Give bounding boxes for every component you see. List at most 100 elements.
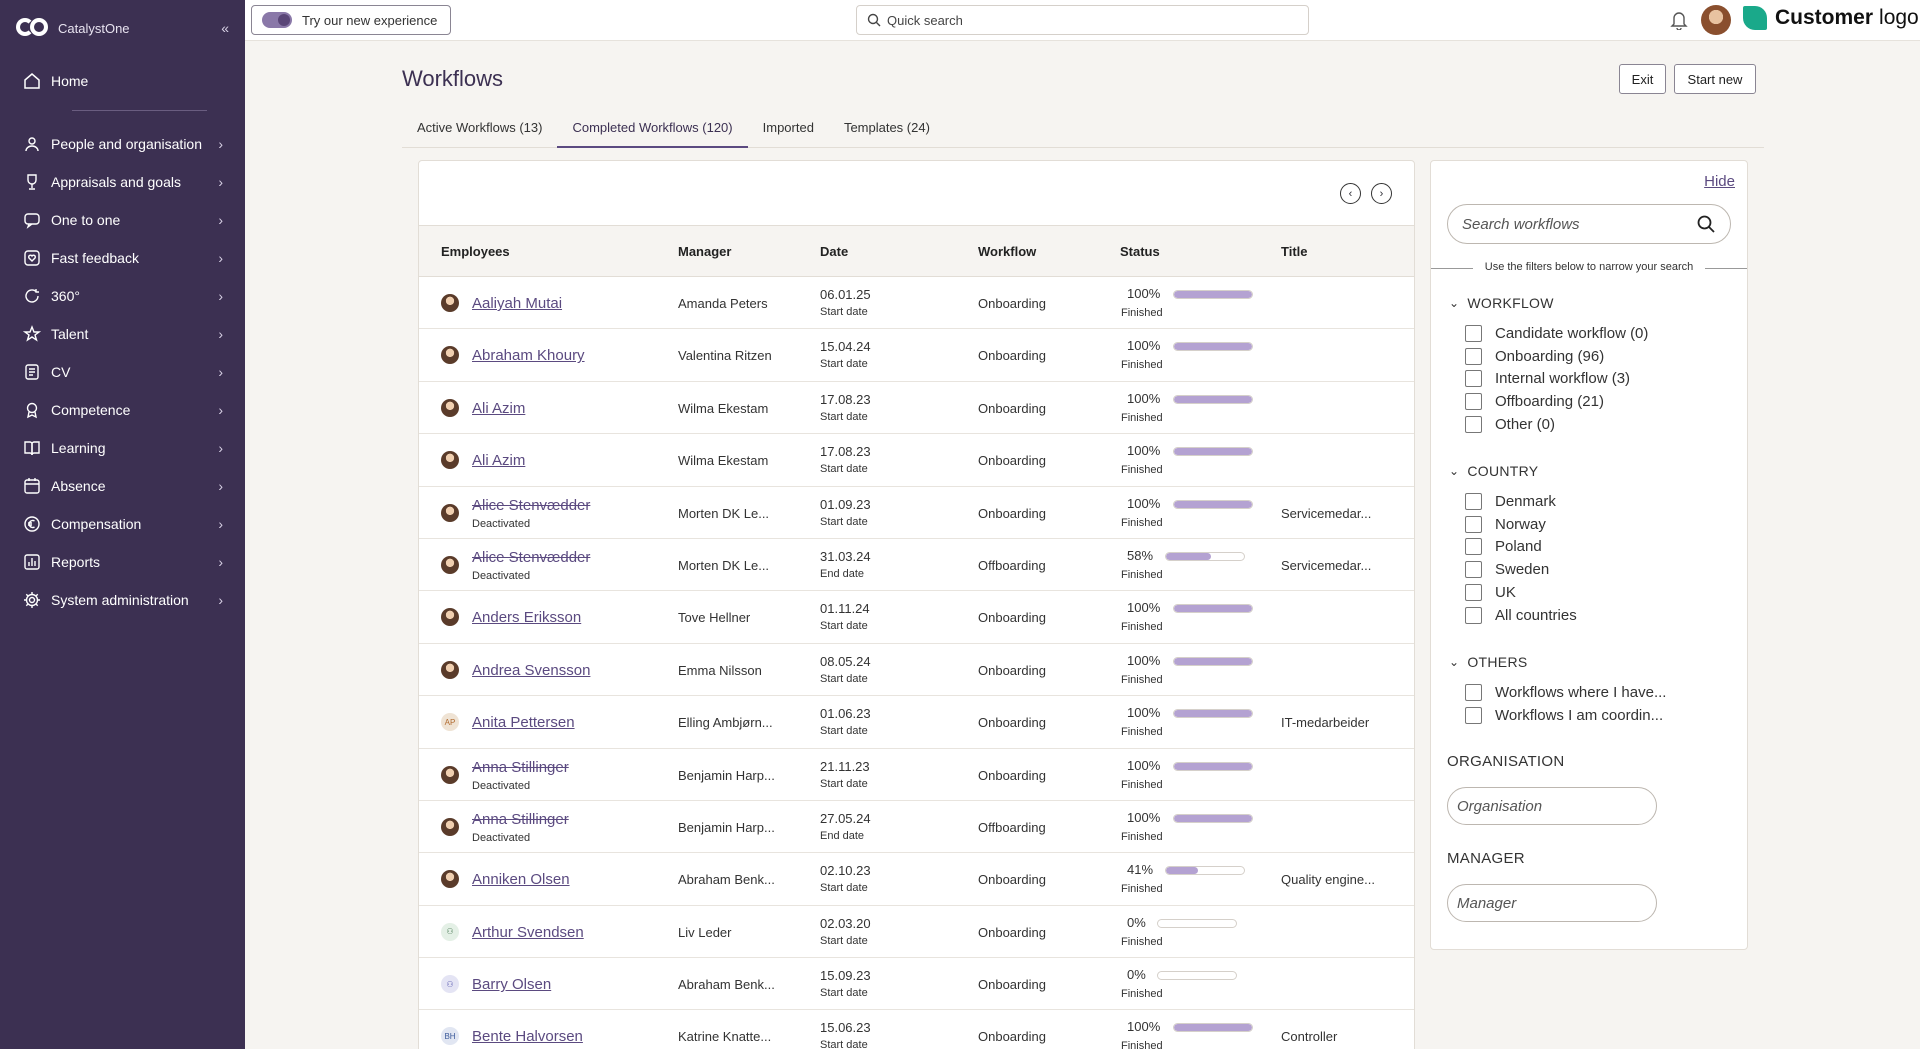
progress-bar bbox=[1173, 447, 1253, 457]
start-new-button[interactable]: Start new bbox=[1674, 64, 1756, 94]
sidebar-item-appraisals-and-goals[interactable]: Appraisals and goals › bbox=[0, 163, 245, 201]
workflow-type: Onboarding bbox=[978, 715, 1046, 731]
workflow-filter-heading[interactable]: ⌄ WORKFLOW bbox=[1449, 295, 1554, 311]
column-header-status[interactable]: Status bbox=[1120, 244, 1160, 259]
filter-option-other-0[interactable]: Other (0) bbox=[1465, 415, 1556, 433]
filter-option-denmark[interactable]: Denmark bbox=[1465, 493, 1556, 510]
others-filter-heading[interactable]: ⌄ OTHERS bbox=[1449, 654, 1528, 670]
filter-option-workflows-i-am-coordin[interactable]: Workflows I am coordin... bbox=[1465, 706, 1663, 724]
sidebar-item-competence[interactable]: Competence › bbox=[0, 391, 245, 429]
column-header-employees[interactable]: Employees bbox=[441, 244, 510, 259]
filter-option-onboarding-96[interactable]: Onboarding (96) bbox=[1465, 347, 1604, 365]
checkbox[interactable] bbox=[1465, 347, 1482, 365]
progress-bar-fill bbox=[1174, 605, 1252, 613]
progress-bar-fill bbox=[1174, 762, 1252, 770]
employee-name-link[interactable]: Alice Stenvædder bbox=[472, 496, 591, 514]
employee-name-link[interactable]: Arthur Svendsen bbox=[472, 923, 584, 941]
checkbox[interactable] bbox=[1465, 370, 1482, 388]
quick-search-input[interactable]: Quick search bbox=[856, 5, 1309, 35]
country-filter-heading[interactable]: ⌄ COUNTRY bbox=[1449, 463, 1538, 479]
filter-option-norway[interactable]: Norway bbox=[1465, 515, 1546, 533]
date-type: Start date bbox=[820, 777, 868, 790]
employee-name-link[interactable]: Anniken Olsen bbox=[472, 871, 570, 889]
date-type: Start date bbox=[820, 725, 868, 738]
checkbox[interactable] bbox=[1465, 684, 1482, 701]
next-page-icon[interactable]: › bbox=[1371, 183, 1392, 204]
toggle-switch-icon[interactable] bbox=[262, 12, 292, 28]
filter-option-candidate-workflow-0[interactable]: Candidate workflow (0) bbox=[1465, 325, 1648, 342]
sidebar-item-talent[interactable]: Talent › bbox=[0, 315, 245, 353]
checkbox[interactable] bbox=[1465, 325, 1482, 342]
employee-name-link[interactable]: Anders Eriksson bbox=[472, 609, 582, 627]
checkbox[interactable] bbox=[1465, 493, 1482, 510]
tab-templates-24[interactable]: Templates (24) bbox=[843, 120, 930, 135]
checkbox[interactable] bbox=[1465, 606, 1482, 624]
employee-name-link[interactable]: Ali Azim bbox=[472, 452, 526, 470]
bell-icon[interactable] bbox=[1670, 10, 1688, 30]
award-icon bbox=[22, 400, 42, 420]
employee-name-link[interactable]: Barry Olsen bbox=[472, 976, 552, 994]
sidebar-item-people-and-organisation[interactable]: People and organisation › bbox=[0, 125, 245, 163]
progress-percent: 100% bbox=[1127, 600, 1161, 616]
tab-completed-workflows-120[interactable]: Completed Workflows (120) bbox=[557, 112, 748, 148]
page-title: Workflows bbox=[402, 66, 504, 91]
employee-name-link[interactable]: Anita Pettersen bbox=[472, 714, 575, 732]
filter-option-offboarding-21[interactable]: Offboarding (21) bbox=[1465, 393, 1604, 411]
filter-option-sweden[interactable]: Sweden bbox=[1465, 561, 1549, 579]
checkbox[interactable] bbox=[1465, 706, 1482, 724]
search-icon[interactable] bbox=[1696, 214, 1716, 234]
filter-option-poland[interactable]: Poland bbox=[1465, 538, 1542, 556]
tab-imported[interactable]: Imported bbox=[762, 120, 814, 135]
collapse-sidebar-icon[interactable]: « bbox=[221, 20, 229, 36]
exit-button[interactable]: Exit bbox=[1619, 64, 1666, 94]
employee-avatar bbox=[441, 765, 459, 784]
organisation-input[interactable]: Organisation bbox=[1447, 787, 1657, 825]
filter-option-label: Other (0) bbox=[1495, 415, 1556, 433]
workflow-state: Finished bbox=[1121, 568, 1163, 581]
employee-name-link[interactable]: Andrea Svensson bbox=[472, 661, 591, 679]
column-header-workflow[interactable]: Workflow bbox=[978, 244, 1037, 259]
filter-option-uk[interactable]: UK bbox=[1465, 583, 1516, 601]
employee-name-link[interactable]: Bente Halvorsen bbox=[472, 1028, 583, 1046]
search-workflows-input[interactable]: Search workflows bbox=[1447, 204, 1731, 244]
checkbox[interactable] bbox=[1465, 583, 1482, 601]
sidebar-item-compensation[interactable]: Compensation › bbox=[0, 505, 245, 543]
people-icon bbox=[22, 134, 42, 154]
workflow-state: Finished bbox=[1121, 935, 1163, 948]
hide-filters-link[interactable]: Hide bbox=[1704, 173, 1735, 190]
table-row: Andrea Svensson Emma Nilsson 08.05.24 Start… bbox=[419, 644, 1414, 697]
filter-option-internal-workflow-3[interactable]: Internal workflow (3) bbox=[1465, 370, 1630, 388]
employee-name-link[interactable]: Ali Azim bbox=[472, 399, 526, 417]
sidebar-item-cv[interactable]: CV › bbox=[0, 353, 245, 391]
sidebar-item-one-to-one[interactable]: One to one › bbox=[0, 201, 245, 239]
sidebar-item-reports[interactable]: Reports › bbox=[0, 543, 245, 581]
sidebar-item-absence[interactable]: Absence › bbox=[0, 467, 245, 505]
checkbox[interactable] bbox=[1465, 515, 1482, 533]
user-avatar[interactable] bbox=[1701, 5, 1731, 35]
column-header-date[interactable]: Date bbox=[820, 244, 849, 259]
sidebar-item-system-administration[interactable]: System administration › bbox=[0, 581, 245, 619]
column-header-manager[interactable]: Manager bbox=[678, 244, 732, 259]
employee-name-link[interactable]: Alice Stenvædder bbox=[472, 548, 591, 566]
checkbox[interactable] bbox=[1465, 393, 1482, 411]
sidebar-item-360[interactable]: 360° › bbox=[0, 277, 245, 315]
filter-option-workflows-where-i-have[interactable]: Workflows where I have... bbox=[1465, 684, 1666, 701]
workflow-date: 02.10.23 bbox=[820, 863, 871, 879]
employee-name-link[interactable]: Aaliyah Mutai bbox=[472, 295, 563, 312]
sidebar-item-learning[interactable]: Learning › bbox=[0, 429, 245, 467]
employee-name-link[interactable]: Abraham Khoury bbox=[472, 347, 585, 365]
book-icon bbox=[22, 438, 42, 458]
previous-page-icon[interactable]: ‹ bbox=[1340, 183, 1361, 204]
column-header-title[interactable]: Title bbox=[1281, 244, 1308, 259]
employee-name-link[interactable]: Anna Stillinger bbox=[472, 758, 569, 776]
filter-option-all-countries[interactable]: All countries bbox=[1465, 606, 1577, 624]
manager-input[interactable]: Manager bbox=[1447, 884, 1657, 922]
sidebar-item-fast-feedback[interactable]: Fast feedback › bbox=[0, 239, 245, 277]
tab-active-workflows-13[interactable]: Active Workflows (13) bbox=[417, 120, 543, 135]
checkbox[interactable] bbox=[1465, 538, 1482, 556]
checkbox[interactable] bbox=[1465, 561, 1482, 579]
try-new-experience-toggle[interactable]: Try our new experience bbox=[251, 5, 451, 35]
sidebar-item-home[interactable]: Home bbox=[0, 62, 245, 100]
employee-name-link[interactable]: Anna Stillinger bbox=[472, 810, 569, 828]
checkbox[interactable] bbox=[1465, 415, 1482, 433]
